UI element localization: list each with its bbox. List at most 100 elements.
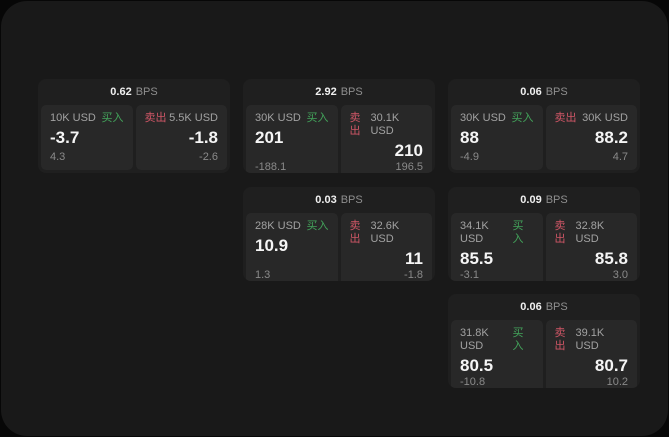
buy-notional: 30K USD — [460, 112, 506, 124]
buy-price: -3.7 — [50, 128, 80, 147]
sell-change: 10.2 — [606, 376, 628, 388]
buy-side-label: 买入 — [101, 112, 124, 124]
bps-value: 2.92 — [315, 86, 337, 98]
buy-quote-panel[interactable]: 30K USD 买入 88 -4.9 — [451, 105, 543, 170]
quote-board-grid: 0.62 BPS 10K USD 买入 -3.7 4.3 卖出 5.5K USD — [38, 79, 640, 388]
buy-panel-top: 30K USD 买入 — [460, 112, 534, 125]
sell-quote-panel[interactable]: 卖出 5.5K USD -1.8 -2.6 — [135, 105, 227, 170]
buy-quote-panel[interactable]: 34.1K USD 买入 85.5 -3.1 — [451, 212, 543, 281]
buy-change: 4.3 — [50, 151, 66, 163]
buy-change: -3.1 — [460, 268, 479, 281]
sell-notional: 30.1K USD — [370, 112, 400, 137]
quote-card: 0.62 BPS 10K USD 买入 -3.7 4.3 卖出 5.5K USD — [38, 79, 230, 173]
sell-notional: 32.6K USD — [370, 219, 400, 245]
sell-panel-top: 卖出 5.5K USD — [145, 112, 219, 125]
quote-panels: 10K USD 买入 -3.7 4.3 卖出 5.5K USD -1.8 -2.… — [38, 105, 230, 173]
quote-panels: 34.1K USD 买入 85.5 -3.1 卖出 32.8K USD 85.8… — [448, 212, 640, 281]
sell-side-label: 卖出 — [554, 327, 566, 352]
quote-card: 0.06 BPS 31.8K USD 买入 80.5 -10.8 卖出 39.1… — [448, 294, 640, 388]
bps-unit: BPS — [135, 86, 158, 98]
sell-quote-panel[interactable]: 卖出 32.6K USD 11 -1.8 — [340, 212, 432, 281]
sell-quote-panel[interactable]: 卖出 30K USD 88.2 4.7 — [545, 105, 637, 170]
spread-header: 0.06 BPS — [448, 79, 640, 105]
sell-price: 88.2 — [594, 128, 628, 147]
spread-header: 2.92 BPS — [243, 79, 435, 105]
quote-card: 0.03 BPS 28K USD 买入 10.9 1.3 卖出 32.6K US… — [243, 186, 435, 281]
bps-unit: BPS — [545, 86, 568, 98]
sell-panel-top: 卖出 39.1K USD — [555, 327, 629, 353]
sell-change: 196.5 — [395, 161, 423, 173]
quote-panels: 31.8K USD 买入 80.5 -10.8 卖出 39.1K USD 80.… — [448, 320, 640, 388]
buy-change: 1.3 — [255, 268, 271, 281]
buy-price: 10.9 — [255, 235, 289, 255]
sell-side-label: 卖出 — [554, 219, 566, 245]
quote-card: 2.92 BPS 30K USD 买入 201 -188.1 卖出 30.1K … — [243, 79, 435, 173]
buy-change: -188.1 — [255, 161, 287, 173]
sell-panel-top: 卖出 30K USD — [555, 112, 629, 125]
buy-side-label: 买入 — [511, 112, 534, 124]
buy-side-label: 买入 — [306, 112, 329, 124]
buy-quote-panel[interactable]: 30K USD 买入 201 -188.1 — [246, 105, 338, 173]
sell-price: 85.8 — [594, 248, 628, 268]
sell-change: 3.0 — [612, 268, 628, 281]
quote-card: 0.09 BPS 34.1K USD 买入 85.5 -3.1 卖出 32.8K… — [448, 186, 640, 281]
sell-side-label: 卖出 — [349, 219, 361, 245]
sell-quote-panel[interactable]: 卖出 39.1K USD 80.7 10.2 — [545, 320, 637, 388]
bps-unit: BPS — [545, 193, 568, 206]
buy-price: 88 — [460, 128, 479, 147]
buy-price: 201 — [255, 128, 284, 147]
bps-value: 0.09 — [520, 193, 542, 206]
buy-price: 85.5 — [460, 248, 494, 268]
spread-header: 0.09 BPS — [448, 187, 640, 213]
buy-quote-panel[interactable]: 10K USD 买入 -3.7 4.3 — [41, 105, 133, 170]
sell-notional: 5.5K USD — [169, 112, 218, 124]
quote-panels: 28K USD 买入 10.9 1.3 卖出 32.6K USD 11 -1.8 — [243, 212, 435, 281]
bps-value: 0.06 — [520, 86, 542, 98]
buy-panel-top: 10K USD 买入 — [50, 112, 124, 125]
sell-price: 11 — [405, 248, 423, 268]
buy-notional: 10K USD — [50, 112, 96, 124]
bps-value: 0.06 — [520, 301, 542, 313]
quote-panels: 30K USD 买入 201 -188.1 卖出 30.1K USD 210 1… — [243, 105, 435, 173]
buy-notional: 34.1K USD — [460, 219, 489, 245]
sell-notional: 30K USD — [582, 112, 628, 124]
bps-unit: BPS — [340, 86, 363, 98]
buy-side-label: 买入 — [512, 327, 524, 352]
buy-panel-top: 34.1K USD 买入 — [460, 220, 534, 246]
sell-notional: 39.1K USD — [575, 327, 605, 352]
buy-price: 80.5 — [460, 356, 494, 375]
sell-panel-top: 卖出 32.8K USD — [555, 220, 629, 246]
bps-value: 0.03 — [315, 193, 337, 206]
buy-panel-top: 30K USD 买入 — [255, 112, 329, 125]
sell-quote-panel[interactable]: 卖出 30.1K USD 210 196.5 — [340, 105, 432, 173]
buy-notional: 28K USD — [255, 219, 301, 232]
buy-quote-panel[interactable]: 31.8K USD 买入 80.5 -10.8 — [451, 320, 543, 388]
sell-price: -1.8 — [188, 128, 218, 147]
sell-change: -2.6 — [199, 151, 218, 163]
buy-change: -10.8 — [460, 376, 486, 388]
buy-change: -4.9 — [460, 151, 479, 163]
buy-panel-top: 28K USD 买入 — [255, 220, 329, 233]
buy-side-label: 买入 — [306, 219, 329, 232]
spread-header: 0.03 BPS — [243, 187, 435, 213]
quote-card: 0.06 BPS 30K USD 买入 88 -4.9 卖出 30K USD — [448, 79, 640, 173]
bps-unit: BPS — [545, 301, 568, 313]
buy-panel-top: 31.8K USD 买入 — [460, 327, 534, 353]
buy-side-label: 买入 — [512, 219, 524, 245]
sell-change: -1.8 — [404, 268, 423, 281]
sell-price: 80.7 — [594, 356, 628, 375]
sell-side-label: 卖出 — [349, 112, 361, 137]
quote-panels: 30K USD 买入 88 -4.9 卖出 30K USD 88.2 4.7 — [448, 105, 640, 173]
sell-side-label: 卖出 — [144, 112, 167, 124]
buy-notional: 31.8K USD — [460, 327, 489, 352]
buy-notional: 30K USD — [255, 112, 301, 124]
sell-notional: 32.8K USD — [575, 219, 605, 245]
bps-unit: BPS — [340, 193, 363, 206]
sell-quote-panel[interactable]: 卖出 32.8K USD 85.8 3.0 — [545, 212, 637, 281]
buy-quote-panel[interactable]: 28K USD 买入 10.9 1.3 — [246, 212, 338, 281]
sell-side-label: 卖出 — [554, 112, 577, 124]
spread-header: 0.62 BPS — [38, 79, 230, 105]
spread-header: 0.06 BPS — [448, 294, 640, 320]
sell-panel-top: 卖出 32.6K USD — [350, 220, 424, 246]
